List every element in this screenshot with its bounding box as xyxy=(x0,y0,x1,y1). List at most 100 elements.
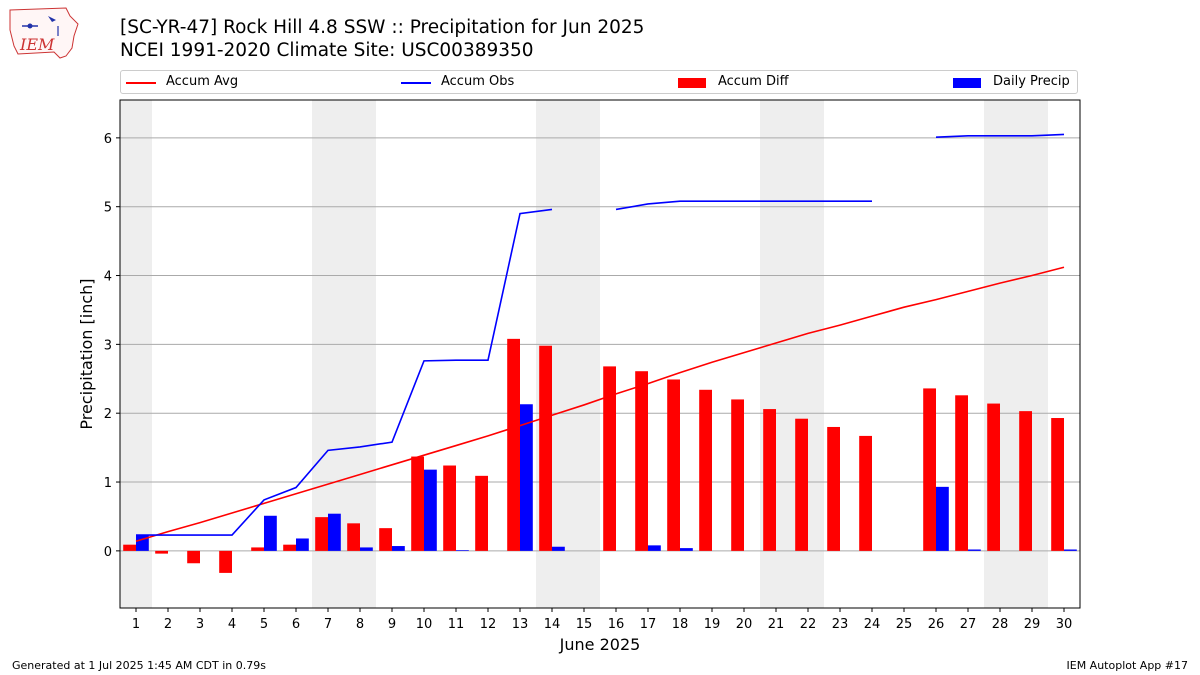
x-tick-label-21: 21 xyxy=(768,617,785,632)
y-tick-label-1: 1 xyxy=(104,476,112,491)
weekend-shading xyxy=(120,100,1048,608)
x-tick-label-13: 13 xyxy=(512,617,529,632)
bar-accum-diff-day-13 xyxy=(507,338,520,551)
y-axis-label: Precipitation [inch] xyxy=(77,278,96,429)
x-tick-label-15: 15 xyxy=(576,617,593,632)
x-tick-label-2: 2 xyxy=(164,617,172,632)
x-axis-label: June 2025 xyxy=(559,635,641,654)
bar-daily-precip-day-27 xyxy=(968,549,981,551)
legend-label-accum-diff: Accum Diff xyxy=(718,74,789,89)
line-accum-obs-segment-1 xyxy=(136,208,553,536)
line-accum-avg-segment-1 xyxy=(135,266,1065,542)
x-tick-label-24: 24 xyxy=(864,617,881,632)
footer-app: IEM Autoplot App #17 xyxy=(1066,659,1189,672)
x-tick-label-28: 28 xyxy=(992,617,1009,632)
bar-accum-diff-day-28 xyxy=(987,403,1000,551)
bar-accum-diff-day-5 xyxy=(251,547,264,551)
bar-daily-precip-day-13 xyxy=(520,404,533,551)
x-tick-label-9: 9 xyxy=(388,617,396,632)
x-tick-label-1: 1 xyxy=(132,617,140,632)
line-accum-obs-segment-2 xyxy=(615,200,872,211)
bar-daily-precip-day-17 xyxy=(648,545,661,551)
chart-title: [SC-YR-47] Rock Hill 4.8 SSW :: Precipit… xyxy=(120,17,645,38)
weekend-shade-day-1 xyxy=(120,100,152,608)
y-tick-label-6: 6 xyxy=(104,132,112,147)
bar-daily-precip-day-11 xyxy=(456,550,469,551)
bar-accum-diff-day-23 xyxy=(827,426,840,551)
x-tick-label-5: 5 xyxy=(260,617,268,632)
chart-subtitle: NCEI 1991-2020 Climate Site: USC00389350 xyxy=(120,40,534,61)
bar-daily-precip-day-14 xyxy=(552,546,565,551)
y-tick-label-2: 2 xyxy=(104,407,112,422)
bar-accum-diff-day-9 xyxy=(379,528,392,551)
bar-accum-diff-day-8 xyxy=(347,523,360,551)
bar-accum-diff-day-6 xyxy=(283,544,296,551)
x-tick-label-26: 26 xyxy=(928,617,945,632)
bar-accum-diff-day-10 xyxy=(411,456,424,551)
y-tick-label-5: 5 xyxy=(104,201,112,216)
bar-daily-precip-day-30 xyxy=(1064,549,1077,551)
bar-daily-precip-day-9 xyxy=(392,546,405,551)
bar-daily-precip-day-6 xyxy=(296,538,309,551)
x-tick-label-8: 8 xyxy=(356,617,364,632)
x-tick-label-23: 23 xyxy=(832,617,849,632)
line-accum-obs-segment-3 xyxy=(935,133,1065,138)
x-tick-label-17: 17 xyxy=(640,617,657,632)
bar-accum-diff-day-1 xyxy=(123,544,136,551)
bar-accum-diff-day-20 xyxy=(731,399,744,551)
bar-daily-precip-day-26 xyxy=(936,486,949,551)
x-tick-label-29: 29 xyxy=(1024,617,1041,632)
x-tick-label-20: 20 xyxy=(736,617,753,632)
x-tick-label-10: 10 xyxy=(416,617,433,632)
x-tick-label-4: 4 xyxy=(228,617,236,632)
series-lines xyxy=(135,133,1065,542)
bar-accum-diff-day-18 xyxy=(667,379,680,551)
x-tick-label-3: 3 xyxy=(196,617,204,632)
plot-frame xyxy=(119,99,1081,609)
y-tick-label-0: 0 xyxy=(104,545,112,560)
y-tick-label-3: 3 xyxy=(104,338,112,353)
x-tick-label-19: 19 xyxy=(704,617,721,632)
chart-legend: Accum Avg Accum Obs Accum Diff Daily Pre… xyxy=(120,70,1078,94)
legend-label-daily-precip: Daily Precip xyxy=(993,74,1070,89)
x-tick-label-14: 14 xyxy=(544,617,561,632)
bar-accum-diff-day-12 xyxy=(475,475,488,551)
x-tick-label-22: 22 xyxy=(800,617,817,632)
bar-accum-diff-day-29 xyxy=(1019,411,1032,551)
legend-swatch-daily-precip xyxy=(953,78,981,88)
bar-accum-diff-day-2 xyxy=(155,550,168,554)
x-tick-label-30: 30 xyxy=(1056,617,1073,632)
x-tick-label-12: 12 xyxy=(480,617,497,632)
x-tick-label-11: 11 xyxy=(448,617,465,632)
x-tick-label-25: 25 xyxy=(896,617,913,632)
bar-accum-diff-day-4 xyxy=(219,550,232,573)
bar-accum-diff-day-27 xyxy=(955,395,968,551)
x-tick-label-27: 27 xyxy=(960,617,977,632)
bar-accum-diff-day-22 xyxy=(795,418,808,551)
footer-generated: Generated at 1 Jul 2025 1:45 AM CDT in 0… xyxy=(12,659,266,672)
bar-accum-diff-day-14 xyxy=(539,345,552,551)
bar-accum-diff-day-19 xyxy=(699,389,712,551)
legend-swatch-accum-diff xyxy=(678,78,706,88)
bar-accum-diff-day-30 xyxy=(1051,418,1064,551)
grid-lines xyxy=(120,137,1080,552)
x-tick-label-7: 7 xyxy=(324,617,332,632)
legend-swatch-accum-obs xyxy=(401,82,431,84)
legend-swatch-accum-avg xyxy=(126,82,156,84)
iem-logo: IEM xyxy=(8,6,82,60)
bar-daily-precip-day-5 xyxy=(264,515,277,551)
weekend-shade-day-15 xyxy=(568,100,600,608)
bar-daily-precip-day-8 xyxy=(360,547,373,551)
svg-text:IEM: IEM xyxy=(19,35,55,54)
x-tick-label-6: 6 xyxy=(292,617,300,632)
bar-accum-diff-day-3 xyxy=(187,550,200,564)
y-tick-label-4: 4 xyxy=(104,270,112,285)
legend-label-accum-avg: Accum Avg xyxy=(166,74,239,89)
bar-accum-diff-day-21 xyxy=(763,409,776,551)
bar-accum-diff-day-11 xyxy=(443,465,456,551)
bar-daily-precip-day-18 xyxy=(680,548,693,551)
legend-label-accum-obs: Accum Obs xyxy=(441,74,515,89)
bar-accum-diff-day-7 xyxy=(315,517,328,551)
